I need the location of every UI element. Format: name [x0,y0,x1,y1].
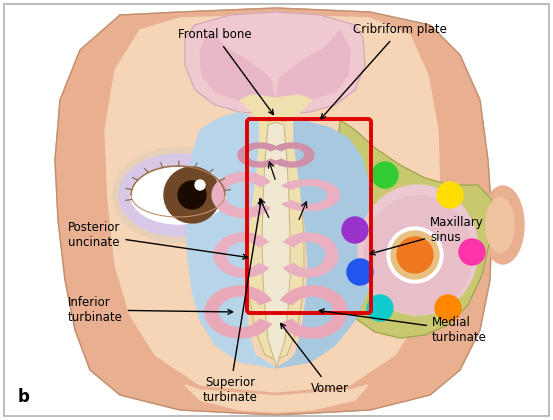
Text: Vomer: Vomer [280,323,349,394]
Polygon shape [186,112,276,368]
Polygon shape [282,180,340,210]
Text: Medial
turbinate: Medial turbinate [319,309,487,344]
Circle shape [391,231,439,279]
Polygon shape [274,143,314,167]
Polygon shape [276,120,374,368]
Polygon shape [185,12,365,115]
Text: Inferior
turbinate: Inferior turbinate [68,296,233,324]
Polygon shape [238,143,278,167]
Circle shape [367,295,393,321]
Circle shape [437,182,463,208]
Circle shape [164,167,220,223]
Polygon shape [105,15,440,392]
Circle shape [178,181,206,209]
Polygon shape [240,95,312,122]
Polygon shape [214,233,268,277]
Ellipse shape [364,196,472,314]
Text: Cribriform plate: Cribriform plate [321,24,447,119]
Polygon shape [262,122,290,368]
Polygon shape [248,120,304,360]
Circle shape [347,259,373,285]
Ellipse shape [482,186,524,264]
Polygon shape [284,233,338,277]
Ellipse shape [486,197,514,252]
Circle shape [397,237,433,273]
Ellipse shape [358,185,478,315]
Text: Maxillary
sinus: Maxillary sinus [370,216,484,255]
Polygon shape [328,120,492,338]
Text: Superior
turbinate: Superior turbinate [202,199,263,404]
Text: Posterior
uncinate: Posterior uncinate [68,221,248,259]
Circle shape [459,239,485,265]
Circle shape [435,295,461,321]
Polygon shape [55,8,492,415]
Circle shape [372,162,398,188]
Ellipse shape [131,166,226,224]
Polygon shape [281,286,347,338]
Polygon shape [185,385,368,412]
Polygon shape [205,286,271,338]
Polygon shape [218,282,334,384]
Circle shape [342,217,368,243]
Circle shape [387,227,443,283]
Ellipse shape [119,154,237,236]
Text: b: b [18,388,30,406]
Ellipse shape [113,147,243,242]
Circle shape [195,180,205,190]
Polygon shape [200,30,275,100]
Polygon shape [212,173,270,218]
Text: Frontal bone: Frontal bone [178,29,273,115]
Polygon shape [276,30,350,100]
